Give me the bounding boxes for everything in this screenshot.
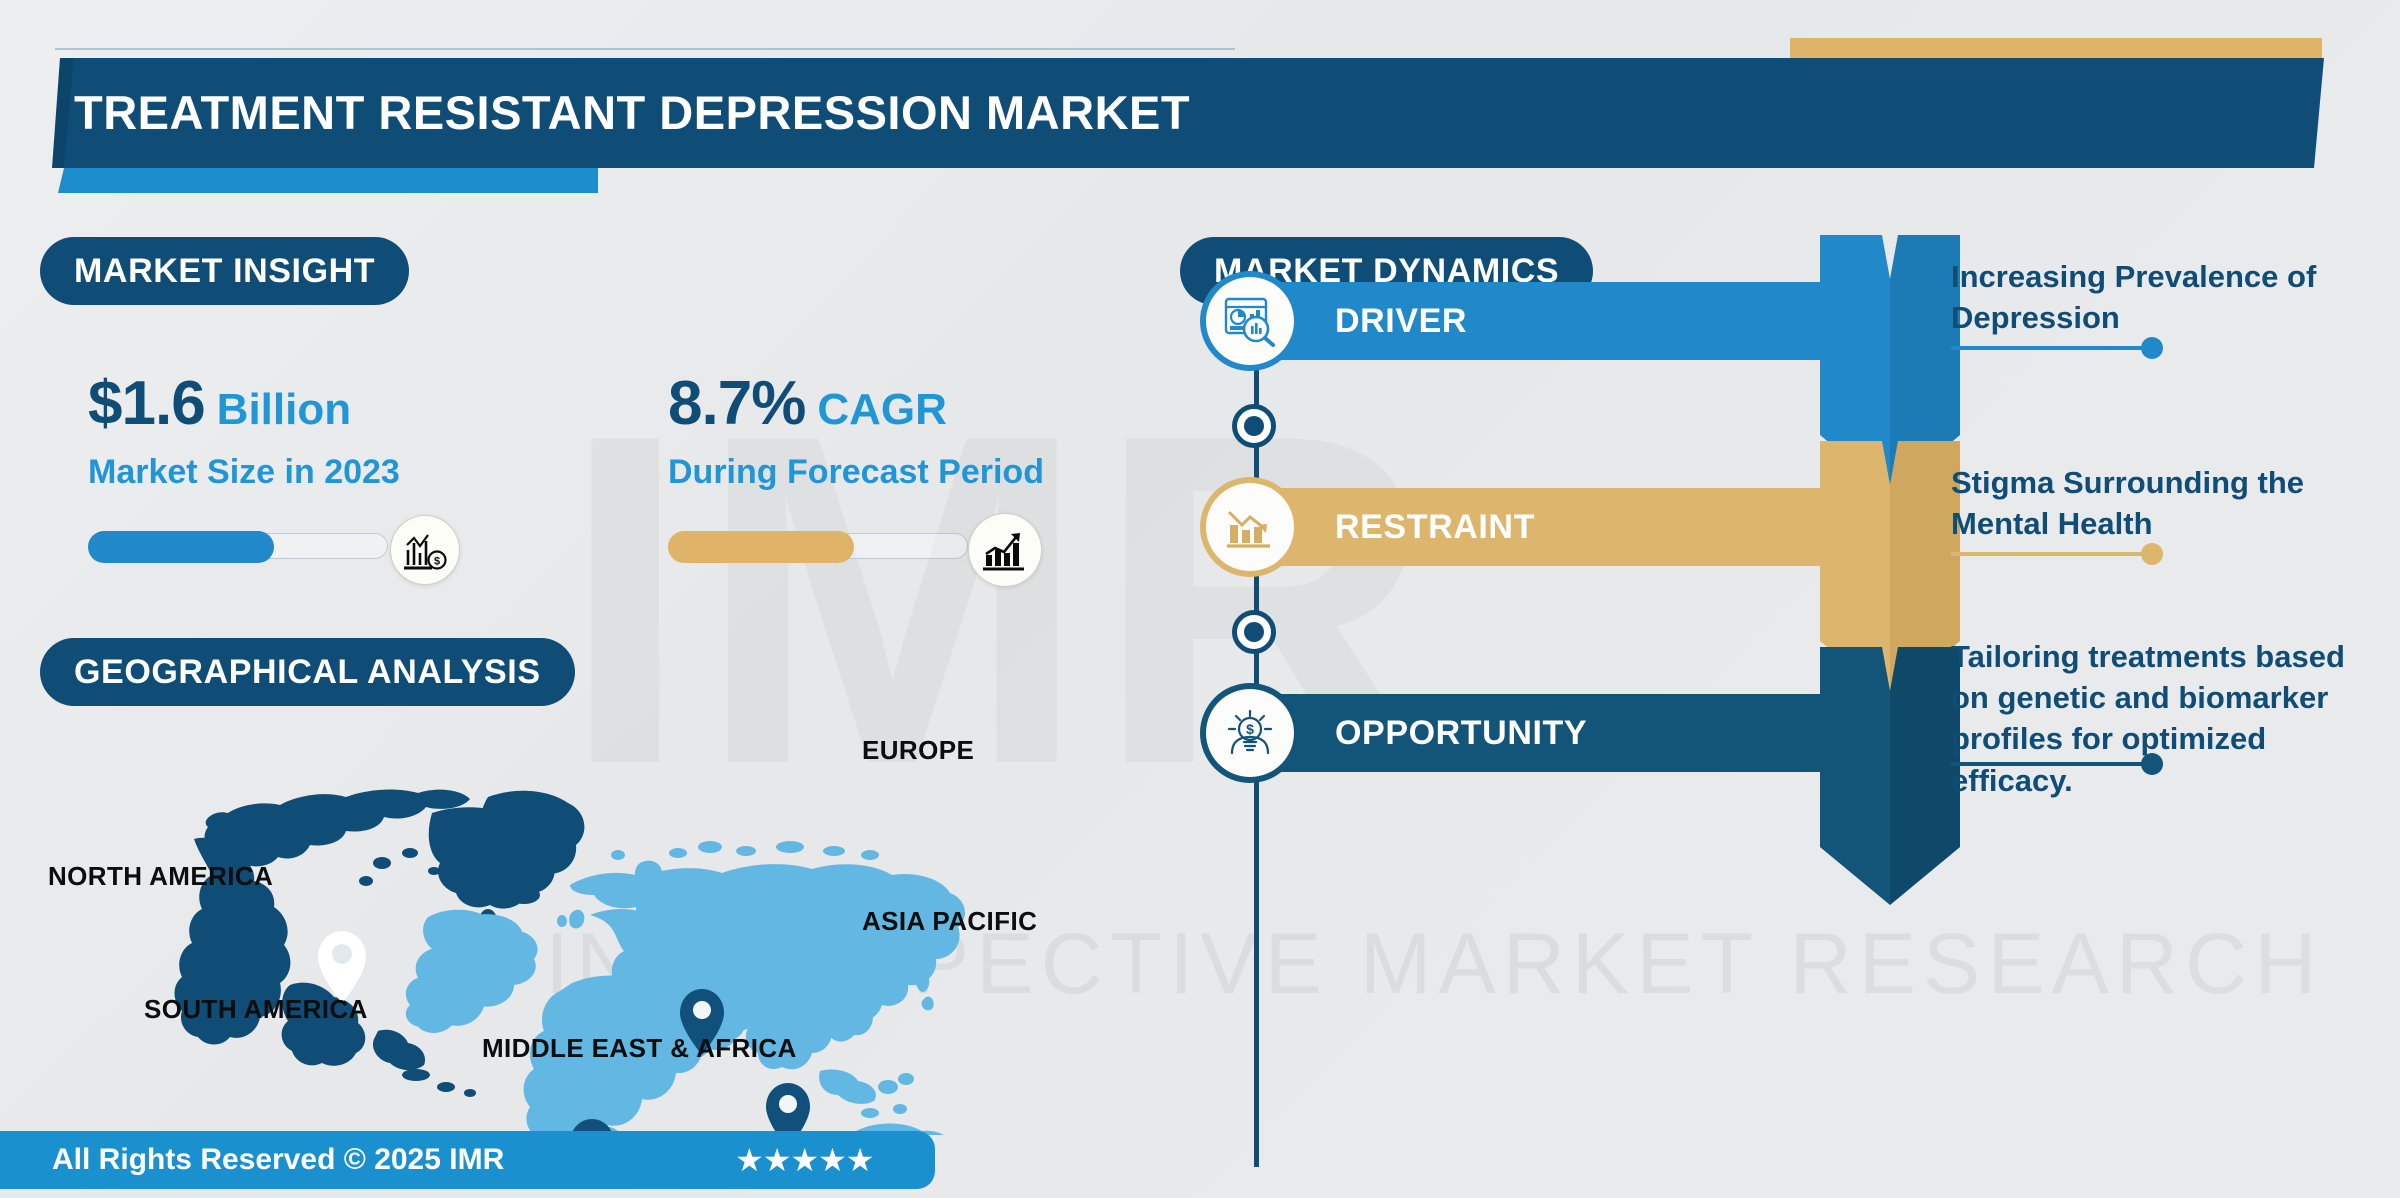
- stat-unit: CAGR: [817, 385, 947, 434]
- opportunity-band: [1232, 694, 1872, 772]
- stat-market-size: $1.6 Billion Market Size in 2023: [88, 368, 400, 492]
- map-region-south-america: [405, 909, 538, 1198]
- timeline-node-2: [1232, 610, 1276, 654]
- lightbulb-dollar-icon: $: [1206, 689, 1294, 777]
- svg-text:$: $: [1246, 721, 1254, 737]
- region-label-middle-east-africa: MIDDLE EAST & AFRICA: [482, 1033, 797, 1063]
- dynamics-row-driver[interactable]: DRIVER Increasing Prevalence of Depressi…: [1195, 235, 2400, 500]
- driver-band: [1232, 282, 1872, 360]
- header-gold-accent: [1790, 38, 2322, 60]
- driver-underline-dot: [2141, 337, 2163, 359]
- stat-caption: During Forecast Period: [668, 453, 1044, 491]
- map-pin-north-america: [318, 931, 366, 1003]
- page-title: TREATMENT RESISTANT DEPRESSION MARKET: [74, 86, 1191, 139]
- opportunity-chevron-icon: [1820, 647, 1960, 905]
- dynamics-row-restraint[interactable]: RESTRAINT Stigma Surrounding the Mental …: [1195, 441, 2400, 706]
- stat-value: $1.6: [88, 369, 206, 438]
- restraint-label: RESTRAINT: [1335, 508, 1535, 546]
- map-pin-asia-pacific: [766, 1083, 810, 1149]
- dynamics-row-opportunity[interactable]: $ OPPORTUNITY Tailoring treatments based…: [1195, 639, 2400, 912]
- region-label-europe: EUROPE: [862, 735, 975, 765]
- svg-text:$: $: [434, 556, 440, 568]
- map-region-north-america: [174, 789, 566, 1097]
- footer-bar: [0, 1131, 935, 1189]
- declining-chart-icon: [1206, 483, 1294, 571]
- driver-description: Increasing Prevalence of Depression: [1951, 259, 2317, 336]
- restraint-underline: [1951, 552, 2151, 556]
- driver-underline: [1951, 346, 2151, 350]
- market-dynamics-panel: DRIVER Increasing Prevalence of Depressi…: [1195, 235, 2400, 1198]
- driver-label: DRIVER: [1335, 302, 1468, 340]
- analytics-search-icon: [1206, 277, 1294, 365]
- map-pin-europe: [680, 989, 724, 1055]
- market-insight-heading: MARKET INSIGHT: [40, 237, 410, 305]
- market-size-progress-fill: [88, 531, 274, 563]
- region-label-asia-pacific: ASIA PACIFIC: [862, 906, 1038, 936]
- region-label-north-america: NORTH AMERICA: [48, 861, 274, 891]
- stat-value: 8.7%: [668, 369, 806, 438]
- market-size-progress-track: [88, 531, 388, 563]
- region-label-south-america: SOUTH AMERICA: [144, 994, 368, 1024]
- opportunity-underline: [1951, 762, 2151, 766]
- cagr-progress-track: [668, 531, 968, 563]
- geographical-analysis-heading: GEOGRAPHICAL ANALYSIS: [40, 638, 575, 706]
- opportunity-label: OPPORTUNITY: [1335, 714, 1588, 752]
- header-blue-accent: [58, 168, 598, 193]
- opportunity-underline-dot: [2141, 753, 2163, 775]
- opportunity-description: Tailoring treatments based on genetic an…: [1951, 639, 2345, 798]
- header-bar: [52, 58, 2324, 168]
- timeline-node-1: [1232, 404, 1276, 448]
- footer-copyright: All Rights Reserved © 2025 IMR: [52, 1143, 505, 1176]
- growth-arrow-chart-icon: [968, 513, 1042, 587]
- stat-unit: Billion: [216, 385, 352, 434]
- restraint-description: Stigma Surrounding the Mental Health: [1951, 465, 2305, 542]
- bar-chart-dollar-icon: $: [390, 515, 460, 585]
- stat-cagr: 8.7% CAGR During Forecast Period: [668, 368, 1044, 492]
- header-thin-rule: [55, 48, 1235, 50]
- restraint-underline-dot: [2141, 543, 2163, 565]
- map-region-iceland: [508, 886, 540, 904]
- map-region-greenland: [480, 790, 585, 886]
- stat-caption: Market Size in 2023: [88, 453, 400, 491]
- restraint-band: [1232, 488, 1872, 566]
- footer-rating-stars: ★★★★★: [735, 1142, 874, 1178]
- cagr-progress-fill: [668, 531, 854, 563]
